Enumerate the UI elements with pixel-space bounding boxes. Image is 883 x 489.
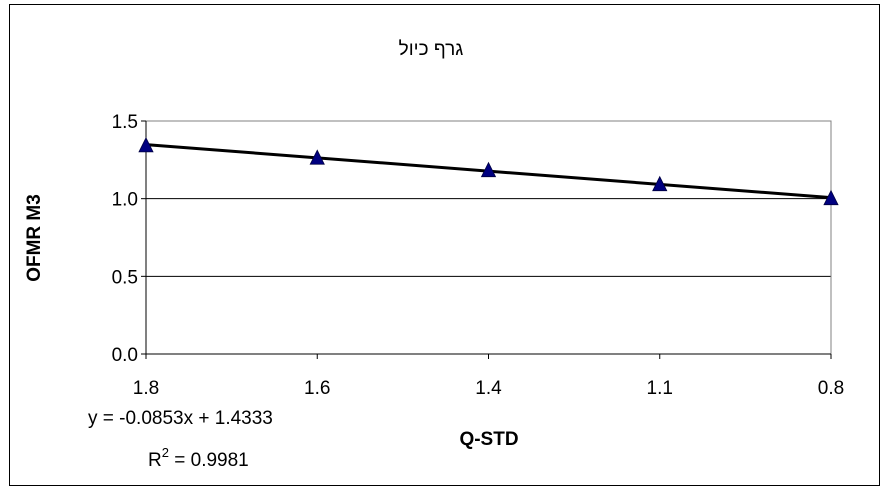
y-tick-label: 1.5 (112, 112, 138, 133)
x-tick-label: 1.6 (304, 378, 330, 399)
trendline-equation: y = -0.0853x + 1.4333 (88, 408, 273, 429)
gridlines (146, 120, 831, 355)
data-points (138, 136, 839, 206)
x-tick-label: 1.1 (647, 378, 673, 399)
data-point (309, 149, 325, 165)
x-tick-labels: 1.8 1.6 1.4 1.1 0.8 (133, 378, 844, 399)
x-axis-title: Q-STD (459, 429, 518, 450)
data-point (652, 175, 668, 192)
x-tick-label: 1.4 (475, 378, 502, 399)
y-tick-labels: 0.0 0.5 1.0 1.5 (112, 112, 138, 366)
r2-value: = 0.9981 (169, 450, 249, 471)
data-point (480, 161, 497, 178)
chart-title: גרף כיול (399, 39, 464, 60)
trendline-r-squared: R2 = 0.9981 (148, 445, 249, 471)
y-tick-label: 0.5 (112, 267, 138, 288)
plot-area (145, 120, 832, 355)
r2-superscript: 2 (162, 445, 169, 460)
x-tick-label: 1.8 (133, 378, 159, 399)
y-tick-label: 1.0 (112, 190, 138, 211)
y-axis-title: OFMR M3 (24, 194, 45, 282)
axes (141, 120, 832, 359)
chart-frame (9, 4, 880, 486)
data-point (138, 136, 154, 153)
data-point (823, 189, 839, 206)
y-tick-label: 0.0 (112, 345, 138, 366)
x-tick-label: 0.8 (818, 378, 844, 399)
r2-prefix: R (148, 450, 162, 471)
